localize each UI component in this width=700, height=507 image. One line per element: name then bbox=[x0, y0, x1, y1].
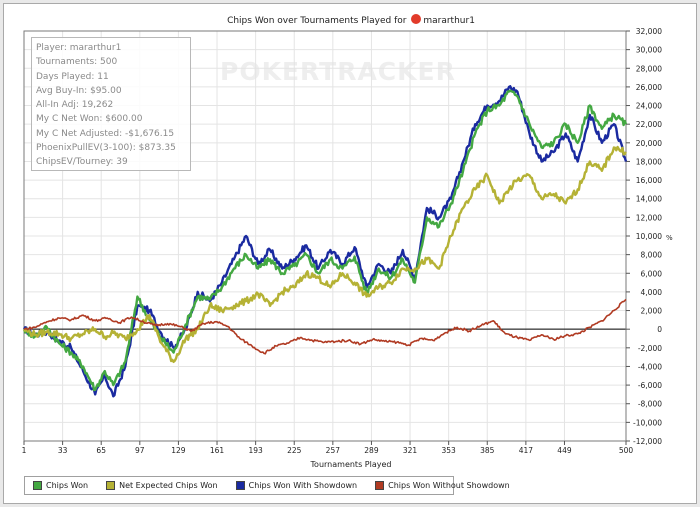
y-tick-label: 6,000 bbox=[641, 269, 663, 278]
series-line bbox=[23, 145, 627, 363]
y-tick-label: 30,000 bbox=[636, 46, 662, 55]
legend-swatch bbox=[33, 481, 42, 490]
stats-box: Player: mararthur1 Tournaments: 500 Days P… bbox=[31, 37, 191, 171]
legend-item: Chips Won With Showdown bbox=[235, 481, 358, 490]
y-tick-label: 12,000 bbox=[636, 213, 662, 222]
y-tick-label: -8,000 bbox=[638, 400, 662, 409]
x-tick-label: 353 bbox=[441, 446, 456, 455]
x-tick-label: 225 bbox=[287, 446, 302, 455]
legend-item: Net Expected Chips Won bbox=[106, 481, 218, 490]
y-tick-label: 22,000 bbox=[636, 120, 662, 129]
stat-line: My C Net Won: $600.00 bbox=[36, 114, 143, 125]
chart-title-player: mararthur1 bbox=[423, 16, 475, 26]
y-tick-label: 4,000 bbox=[641, 288, 663, 297]
y-tick-label: -2,000 bbox=[638, 344, 662, 353]
x-tick-label: 97 bbox=[135, 446, 145, 455]
legend-swatch bbox=[106, 481, 116, 490]
x-axis-title: Tournaments Played bbox=[310, 460, 392, 469]
legend-swatch bbox=[375, 481, 385, 490]
x-tick-label: 385 bbox=[480, 446, 495, 455]
x-tick-label: 129 bbox=[171, 446, 186, 455]
pokerstars-logo-icon bbox=[411, 14, 422, 24]
legend-label: Net Expected Chips Won bbox=[119, 481, 218, 490]
series-line bbox=[22, 85, 628, 398]
watermark: POKERTRACKER bbox=[220, 57, 456, 86]
x-tick-label: 500 bbox=[619, 446, 634, 455]
y-tick-label: 28,000 bbox=[636, 64, 662, 73]
x-tick-label: 161 bbox=[210, 446, 225, 455]
y-tick-label: 8,000 bbox=[641, 251, 663, 260]
x-tick-label: 417 bbox=[519, 446, 534, 455]
legend-item: Chips Won bbox=[33, 481, 88, 490]
x-tick-label: 65 bbox=[96, 446, 106, 455]
legend: Chips Won Net Expected Chips Won Chips Won… bbox=[24, 476, 510, 495]
series-line bbox=[22, 89, 628, 392]
y-tick-label: 10,000 bbox=[636, 232, 662, 241]
chart-title-text: Chips Won over Tournaments Played for bbox=[227, 16, 407, 26]
legend-label: Chips Won Without Showdown bbox=[388, 481, 510, 490]
legend-label: Chips Won bbox=[46, 481, 89, 490]
y-tick-label: 18,000 bbox=[636, 157, 662, 166]
stat-line: Tournaments: 500 bbox=[36, 57, 118, 68]
x-tick-label: 193 bbox=[248, 446, 263, 455]
y-tick-label: -6,000 bbox=[638, 381, 662, 390]
y-tick-label: 0 bbox=[657, 325, 662, 334]
y-tick-label: 2,000 bbox=[641, 307, 663, 316]
series-line bbox=[23, 298, 627, 355]
y-axis-title: % bbox=[666, 234, 673, 242]
stat-line: All-In Adj: 19,262 bbox=[36, 100, 114, 111]
y-tick-label: 32,000 bbox=[636, 27, 662, 36]
legend-item: Chips Won Without Showdown bbox=[375, 481, 510, 490]
chart-window: Chips Won over Tournaments Played for ma… bbox=[3, 3, 697, 504]
stat-line: Player: mararthur1 bbox=[36, 43, 122, 53]
legend-swatch bbox=[235, 481, 245, 490]
x-tick-label: 257 bbox=[326, 446, 341, 455]
y-tick-label: 14,000 bbox=[636, 195, 662, 204]
y-tick-label: -10,000 bbox=[633, 418, 662, 427]
y-tick-label: 20,000 bbox=[636, 139, 662, 148]
y-tick-label: 24,000 bbox=[636, 102, 662, 111]
stat-line: ChipsEV/Tourney: 39 bbox=[36, 157, 128, 168]
x-tick-label: 289 bbox=[364, 446, 379, 455]
legend-label: Chips Won With Showdown bbox=[248, 481, 358, 490]
y-tick-label: 16,000 bbox=[636, 176, 662, 185]
x-tick-label: 1 bbox=[22, 446, 27, 455]
y-tick-label: -4,000 bbox=[638, 362, 662, 371]
stat-line: PhoenixPullEV(3-100): $873.35 bbox=[36, 143, 176, 154]
stat-line: My C Net Adjusted: -$1,676.15 bbox=[36, 128, 175, 139]
x-tick-label: 321 bbox=[403, 446, 418, 455]
stat-line: Days Played: 11 bbox=[36, 71, 109, 82]
stat-line: Avg Buy-In: $95.00 bbox=[36, 85, 122, 96]
y-tick-label: -12,000 bbox=[633, 437, 662, 446]
x-tick-label: 449 bbox=[557, 446, 572, 455]
x-tick-label: 33 bbox=[58, 446, 68, 455]
y-tick-label: 26,000 bbox=[636, 83, 662, 92]
chart-title: Chips Won over Tournaments Played for ma… bbox=[4, 14, 698, 26]
chart-plot: -12,000 -10,000 -8,000 -6,000 -4,000 -2,000 0 2… bbox=[22, 27, 663, 455]
